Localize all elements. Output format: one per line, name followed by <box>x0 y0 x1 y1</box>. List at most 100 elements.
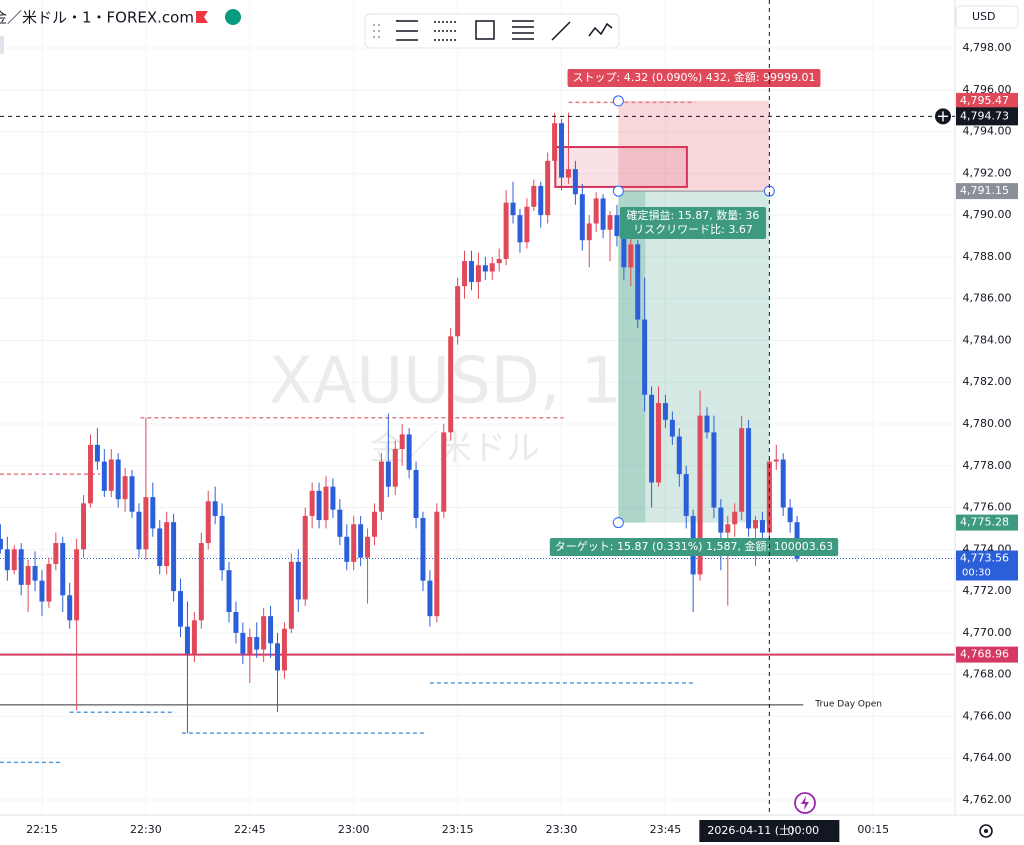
candle-body <box>171 522 177 592</box>
candle-body <box>420 517 426 581</box>
entry-label: 確定損益: 15.87, 数量: 36 <box>627 208 760 222</box>
target-label-box <box>549 538 839 556</box>
candle-body <box>281 628 287 671</box>
candle-body <box>129 476 135 512</box>
market-status[interactable] <box>225 9 241 25</box>
tool-text[interactable] <box>512 20 534 40</box>
candle-body <box>718 507 724 533</box>
candle-body <box>81 503 87 550</box>
candle-body <box>143 497 149 550</box>
candle-body <box>441 432 447 512</box>
candle-body <box>323 486 329 521</box>
candle-body <box>656 403 662 483</box>
candle-body <box>150 497 156 529</box>
x-tick-label: 00:15 <box>857 823 889 836</box>
entry-label: リスクリワード比: 3.67 <box>633 223 753 236</box>
candle-body <box>462 261 468 287</box>
tool-rectangle[interactable] <box>475 20 495 40</box>
candle-body <box>579 194 585 241</box>
currency: USD <box>972 10 996 23</box>
true-day-open-label: True Day Open <box>814 699 882 709</box>
candle-body <box>635 244 641 320</box>
candle-body <box>406 434 412 470</box>
tool-trendline[interactable] <box>551 21 571 41</box>
settings-icon[interactable] <box>979 824 993 838</box>
flag-icon[interactable] <box>196 11 208 23</box>
candle-body <box>482 265 488 272</box>
candle-body <box>302 515 308 600</box>
candle-body <box>288 561 294 629</box>
candle-body <box>268 616 274 644</box>
price-tag <box>956 550 1018 581</box>
candle-body <box>621 236 627 268</box>
candle-body <box>413 469 419 518</box>
candle-body <box>337 509 343 537</box>
candle-body <box>371 511 377 537</box>
price-tag <box>956 183 1018 200</box>
candle-body <box>330 486 336 510</box>
position-handle[interactable] <box>612 95 624 107</box>
position-handle[interactable] <box>612 517 624 529</box>
target-label: ターゲット: 15.87 (0.331%) 1,587, 金額: 100003.… <box>555 539 833 553</box>
candle-body <box>434 511 440 617</box>
y-tick-label: 4,782.00 <box>963 375 1012 388</box>
candle-body <box>697 415 703 575</box>
stop-label: ストップ: 4.32 (0.090%) 432, 金額: 99999.01 <box>573 70 816 84</box>
y-tick-label: 4,788.00 <box>963 250 1012 263</box>
y-tick-label: 4,762.00 <box>963 793 1012 806</box>
position-handle[interactable] <box>612 185 624 197</box>
candle-body <box>448 336 454 433</box>
tool-path[interactable] <box>588 22 613 37</box>
y-tick-label: 4,786.00 <box>963 292 1012 305</box>
candle-body <box>593 198 599 224</box>
candle-body <box>704 415 710 433</box>
candle-body <box>94 444 100 462</box>
candle-body <box>517 215 523 243</box>
candle-body <box>365 536 371 558</box>
candle-body <box>358 524 364 558</box>
candle-body <box>780 459 786 508</box>
grid <box>0 0 955 815</box>
candle-body <box>524 206 530 243</box>
countdown: 00:30 <box>962 568 991 579</box>
candle-body <box>531 185 537 207</box>
price-tag <box>956 646 1018 663</box>
y-tick-label: 4,770.00 <box>963 626 1012 639</box>
candle-body <box>205 501 211 544</box>
candle-body <box>240 632 246 654</box>
candle-body <box>136 511 142 550</box>
currency-box[interactable] <box>955 5 1019 29</box>
candle-body <box>676 436 682 475</box>
candle-body <box>378 461 384 512</box>
candle-body <box>614 215 620 237</box>
edge-tab <box>0 36 4 54</box>
candle-body <box>559 123 565 178</box>
candle-body <box>32 566 38 581</box>
candle-body <box>184 626 190 654</box>
price-tag-label: 4,791.15 <box>960 184 1009 197</box>
candle-body <box>572 169 578 195</box>
crosshair-date: 2026-04-11 (土) <box>707 824 794 837</box>
candle-body <box>87 444 93 504</box>
tool-template[interactable] <box>396 20 418 41</box>
y-tick-label: 4,794.00 <box>963 125 1012 138</box>
y-tick-label: 4,764.00 <box>963 751 1012 764</box>
price-tag <box>956 92 1018 109</box>
crosshair-plus-sign <box>938 111 948 122</box>
candle-body <box>752 520 758 529</box>
y-tick-label: 4,784.00 <box>963 333 1012 346</box>
candle-body <box>122 476 128 500</box>
candle-body <box>538 185 544 216</box>
symbol-title: 金／米ドル・1・FOREX.com <box>0 9 194 27</box>
candle-body <box>108 459 114 491</box>
candle-body <box>455 286 461 337</box>
candle-body <box>0 538 3 550</box>
candle-body <box>164 522 170 567</box>
candle-body <box>503 202 509 259</box>
alert-icon[interactable] <box>794 792 816 814</box>
price-tag <box>956 514 1018 531</box>
y-tick-label: 4,780.00 <box>963 417 1012 430</box>
candle-body <box>669 419 675 437</box>
